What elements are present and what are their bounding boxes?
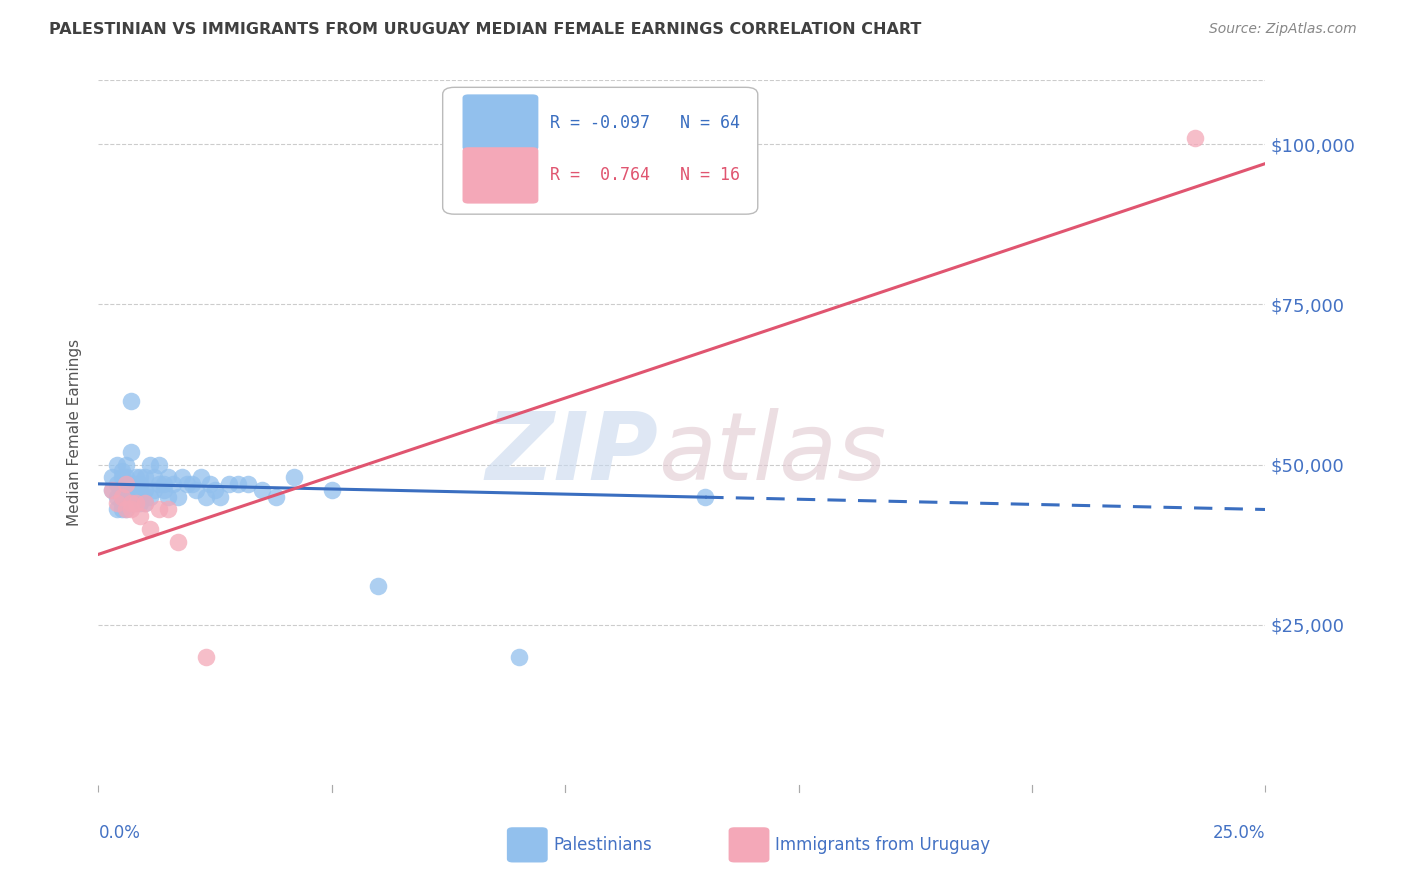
Point xyxy=(115,458,138,472)
Point xyxy=(105,490,128,504)
Text: 25.0%: 25.0% xyxy=(1213,823,1265,842)
Point xyxy=(120,445,142,459)
Point xyxy=(1184,131,1206,145)
Point xyxy=(129,476,152,491)
Y-axis label: Median Female Earnings: Median Female Earnings xyxy=(67,339,83,526)
Point xyxy=(125,476,148,491)
Point xyxy=(139,490,162,504)
Point xyxy=(166,490,188,504)
FancyBboxPatch shape xyxy=(463,95,538,151)
Point xyxy=(125,496,148,510)
Point xyxy=(129,508,152,523)
Point xyxy=(120,496,142,510)
Point xyxy=(139,458,162,472)
Point xyxy=(218,476,240,491)
Point xyxy=(148,476,170,491)
Point xyxy=(148,502,170,516)
Point xyxy=(115,490,138,504)
Point xyxy=(111,464,134,478)
FancyBboxPatch shape xyxy=(508,827,548,863)
Point xyxy=(321,483,343,498)
Point xyxy=(157,490,180,504)
Point xyxy=(157,470,180,484)
Text: Immigrants from Uruguay: Immigrants from Uruguay xyxy=(775,836,990,854)
Point xyxy=(143,483,166,498)
Point xyxy=(115,470,138,484)
Point xyxy=(111,483,134,498)
Point xyxy=(172,470,194,484)
Point xyxy=(101,470,124,484)
FancyBboxPatch shape xyxy=(728,827,769,863)
Point xyxy=(250,483,273,498)
Text: 0.0%: 0.0% xyxy=(98,823,141,842)
Point xyxy=(143,470,166,484)
Point xyxy=(152,483,174,498)
Point xyxy=(186,483,208,498)
Point xyxy=(148,458,170,472)
Point xyxy=(367,579,389,593)
Point xyxy=(200,476,222,491)
Point xyxy=(111,490,134,504)
Point xyxy=(204,483,226,498)
Point xyxy=(134,470,156,484)
Point xyxy=(129,483,152,498)
Point xyxy=(111,470,134,484)
Point xyxy=(115,476,138,491)
Point xyxy=(190,470,212,484)
Point xyxy=(115,496,138,510)
Point xyxy=(105,458,128,472)
Point xyxy=(101,483,124,498)
Point xyxy=(120,502,142,516)
Point xyxy=(166,534,188,549)
Point xyxy=(152,476,174,491)
Point xyxy=(125,470,148,484)
Point xyxy=(695,490,717,504)
Point xyxy=(105,502,128,516)
Text: Source: ZipAtlas.com: Source: ZipAtlas.com xyxy=(1209,22,1357,37)
Point xyxy=(134,496,156,510)
Point xyxy=(236,476,259,491)
Point xyxy=(129,496,152,510)
Point xyxy=(208,490,231,504)
Point xyxy=(120,393,142,408)
FancyBboxPatch shape xyxy=(443,87,758,214)
Point xyxy=(120,490,142,504)
Text: atlas: atlas xyxy=(658,409,887,500)
Point xyxy=(125,483,148,498)
Point xyxy=(139,522,162,536)
Point xyxy=(134,483,156,498)
Point xyxy=(180,476,202,491)
Point xyxy=(105,496,128,510)
Point xyxy=(111,502,134,516)
Point xyxy=(134,496,156,510)
Text: ZIP: ZIP xyxy=(485,408,658,500)
Point xyxy=(228,476,250,491)
Text: R = -0.097   N = 64: R = -0.097 N = 64 xyxy=(550,113,740,131)
Point xyxy=(283,470,305,484)
Point xyxy=(115,476,138,491)
FancyBboxPatch shape xyxy=(463,147,538,203)
Point xyxy=(115,502,138,516)
Point xyxy=(194,649,217,664)
Point xyxy=(125,496,148,510)
Point xyxy=(194,490,217,504)
Point xyxy=(120,476,142,491)
Text: PALESTINIAN VS IMMIGRANTS FROM URUGUAY MEDIAN FEMALE EARNINGS CORRELATION CHART: PALESTINIAN VS IMMIGRANTS FROM URUGUAY M… xyxy=(49,22,921,37)
Point xyxy=(176,476,198,491)
Point xyxy=(162,476,184,491)
Point xyxy=(157,502,180,516)
Point xyxy=(264,490,287,504)
Point xyxy=(115,502,138,516)
Point xyxy=(508,649,530,664)
Point xyxy=(101,483,124,498)
Text: R =  0.764   N = 16: R = 0.764 N = 16 xyxy=(550,167,740,185)
Point xyxy=(111,483,134,498)
Point xyxy=(105,476,128,491)
Point xyxy=(111,496,134,510)
Text: Palestinians: Palestinians xyxy=(554,836,652,854)
Point xyxy=(129,470,152,484)
